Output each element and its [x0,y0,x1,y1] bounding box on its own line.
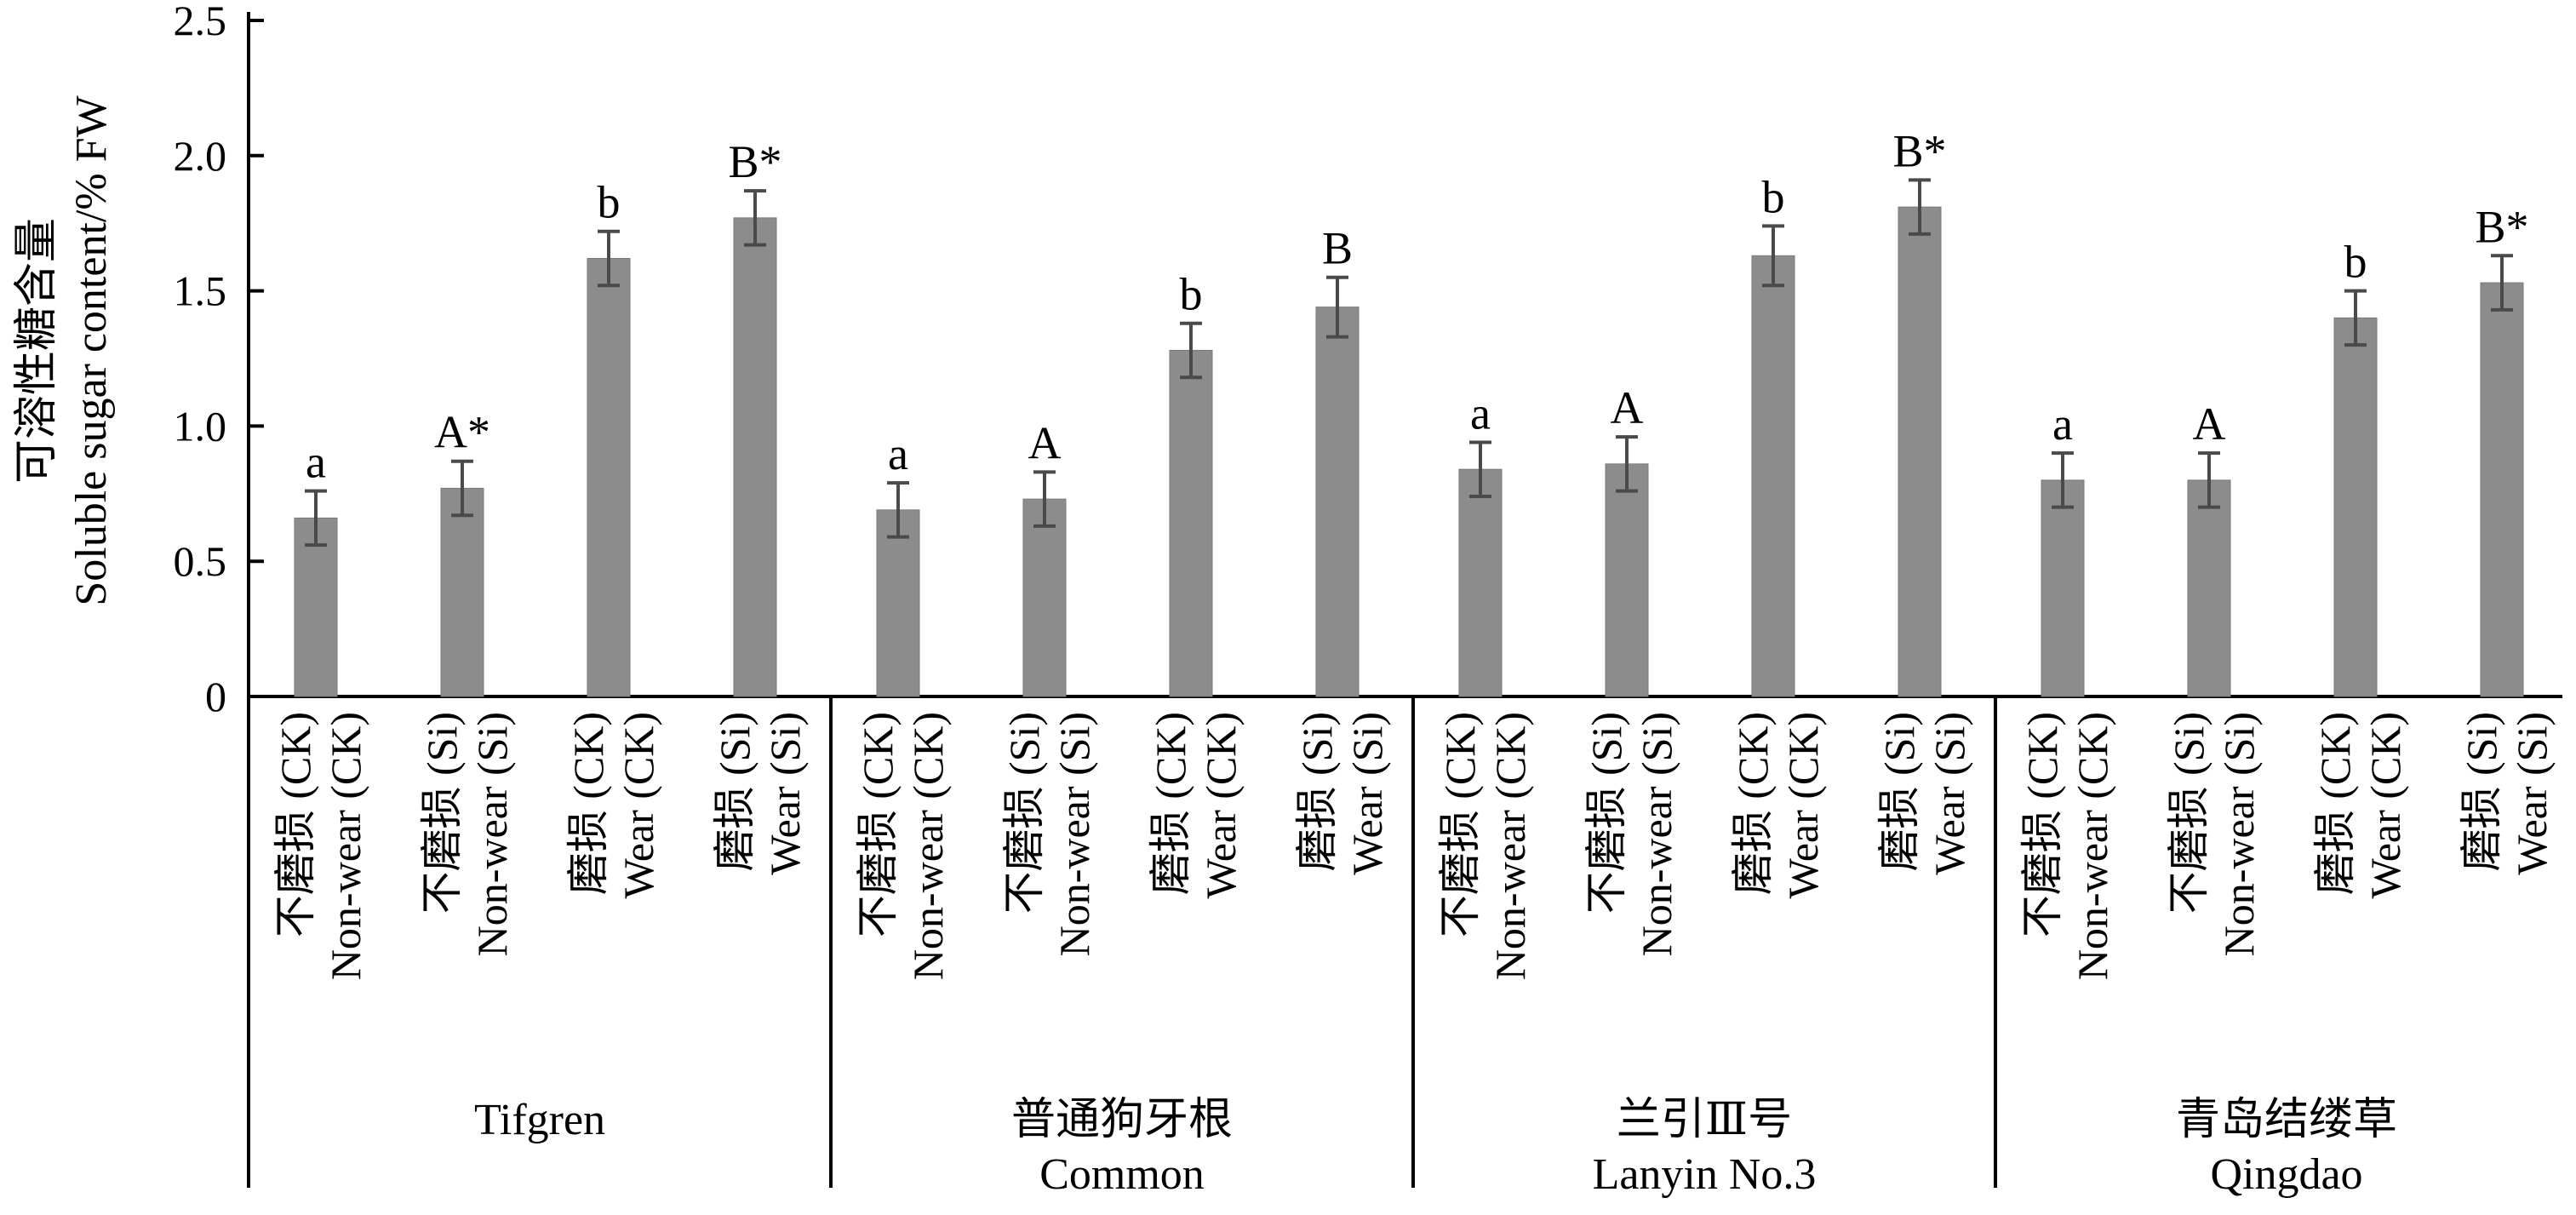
group-label-en: Lanyin No.3 [1593,1150,1817,1199]
x-tick-label-cn: 磨损 (CK) [564,712,612,895]
bar [294,517,338,697]
y-axis-label: Soluble sugar content/% FW [67,95,116,605]
x-tick-label-cn: 不磨损 (Si) [1000,712,1048,914]
y-axis-title: 可溶性糖含量 Soluble sugar content/% FW [13,95,116,605]
bars: a A* b B* a Ab Ba Ab B* a Ab B* [294,125,2529,697]
bar [587,257,631,697]
x-tick-label-en: Wear (Si) [2508,712,2556,875]
x-tick-label-en: Non-wear (CK) [1486,712,1534,980]
significance-label: A [2193,398,2226,450]
x-tick-label-cn: 磨损 (CK) [2311,712,2359,895]
significance-label: B* [728,136,781,187]
x-tick-label-cn: 不磨损 (Si) [418,712,466,914]
x-tick-label-en: Wear (CK) [615,712,662,898]
category-labels: 不磨损 (CK) Non-wear (CK) 不磨损 (Si) Non-wear (S… [272,712,2556,1199]
x-tick-label-en: Wear (Si) [1926,712,1973,875]
x-tick-label-en: Non-wear (CK) [2069,712,2116,980]
x-tick-label-cn: 磨损 (Si) [1293,712,1341,872]
x-tick-label-en: Non-wear (Si) [1050,712,1098,956]
y-tick-label: 2.5 [174,0,227,44]
significance-label: a [306,437,326,488]
group-label-cn: 兰引Ⅲ号 [1617,1096,1792,1144]
x-tick-label-en: Wear (CK) [2361,712,2409,898]
significance-label: A* [434,407,490,458]
y-tick-label: 1.0 [174,402,227,450]
significance-label: A [1611,382,1644,433]
significance-label: b [1762,171,1785,222]
x-tick-label-cn: 不磨损 (CK) [272,712,319,937]
x-tick-label-en: Non-wear (Si) [468,712,516,956]
x-tick-label-cn: 磨损 (Si) [2458,712,2505,872]
significance-label: a [2052,398,2073,450]
x-tick-label-cn: 磨损 (CK) [1729,712,1777,895]
y-tick-label: 2.0 [174,132,227,180]
bar [2333,317,2378,697]
x-tick-label-cn: 不磨损 (CK) [854,712,902,937]
x-tick-label-cn: 磨损 (Si) [1875,712,1923,872]
group-label-en: Tifgren [474,1096,605,1144]
bar [1751,255,1795,697]
y-axis-label-cn: 可溶性糖含量 [13,218,61,484]
bar [1605,463,1649,697]
significance-label: B* [2475,201,2528,252]
x-tick-label-en: Wear (CK) [1197,712,1245,898]
x-tick-label-cn: 不磨损 (CK) [2018,712,2066,937]
bar [2480,282,2524,697]
x-tick-label-cn: 不磨损 (Si) [1583,712,1630,914]
significance-label: b [598,177,621,228]
y-tick-label: 1.5 [174,267,227,315]
significance-label: a [888,428,908,479]
bar [1458,468,1503,697]
x-tick-label-cn: 不磨损 (Si) [2165,712,2212,914]
significance-label: a [1470,387,1491,438]
x-tick-label-en: Non-wear (Si) [1633,712,1680,956]
bar [733,217,777,697]
axes: 0 0.5 1.0 1.5 2.0 2.5 [174,0,2562,1188]
y-tick-label: 0.5 [174,537,227,585]
x-tick-label-cn: 不磨损 (CK) [1436,712,1484,937]
group-label-cn: 普通狗牙根 [1011,1096,1233,1144]
bar [1898,206,1942,697]
x-tick-label-en: Non-wear (CK) [904,712,952,980]
bar [440,487,484,697]
y-tick-label: 0 [205,673,226,720]
significance-label: B [1322,223,1353,274]
bar [1169,349,1213,697]
group-label-en: Qingdao [2210,1150,2362,1199]
group-label-cn: 青岛结缕草 [2176,1096,2397,1144]
bar [1022,498,1067,697]
x-tick-label-en: Wear (CK) [1779,712,1827,898]
x-tick-label-cn: 磨损 (CK) [1147,712,1194,895]
x-tick-label-en: Wear (Si) [761,712,809,875]
significance-label: A [1028,417,1062,468]
significance-label: B* [1892,125,1946,176]
group-label-en: Common [1039,1150,1205,1199]
x-tick-label-cn: 磨损 (Si) [711,712,758,872]
x-tick-label-en: Non-wear (Si) [2215,712,2263,956]
x-tick-label-en: Wear (Si) [1343,712,1391,875]
significance-label: b [2344,237,2367,288]
significance-label: b [1180,269,1203,320]
x-tick-label-en: Non-wear (CK) [322,712,369,980]
bar [2187,479,2231,697]
bar [876,509,920,697]
bar [1315,307,1360,697]
bar [2041,479,2085,697]
